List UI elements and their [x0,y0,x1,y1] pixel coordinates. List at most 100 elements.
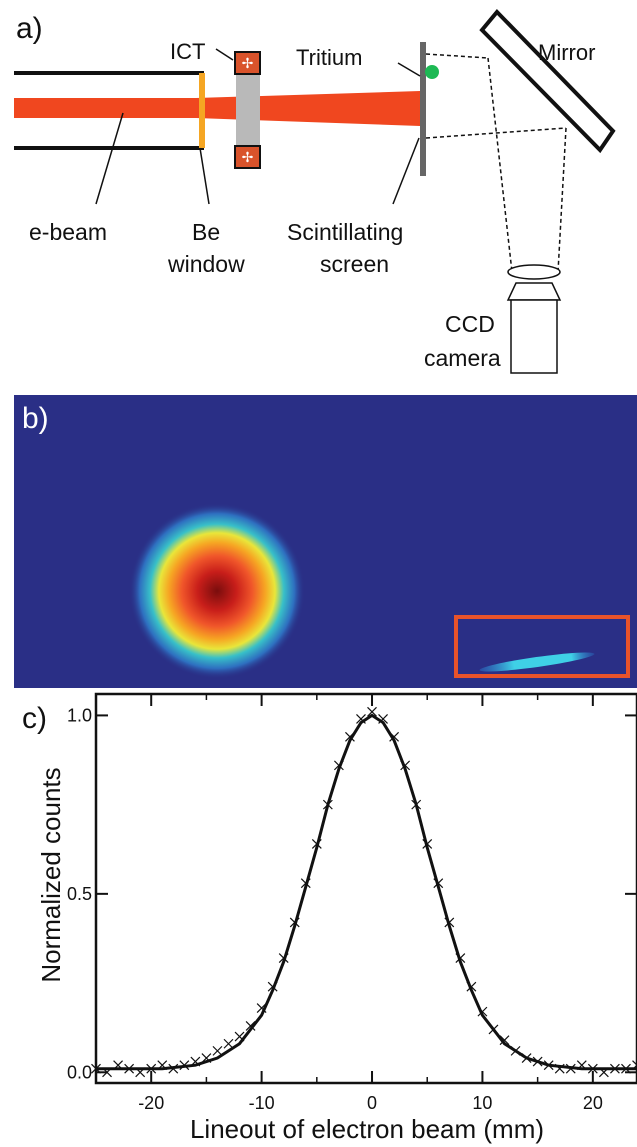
tritium-pointer [397,62,421,77]
data-point-marker [609,1063,620,1074]
data-point-marker [168,1063,179,1074]
data-point-marker [587,1063,598,1074]
mirror [479,9,616,154]
data-point-marker [444,917,455,928]
chart-plot-area: -20 -10 0 10 20 0.0 0.5 1.0 [67,692,637,1113]
data-point-marker [212,1045,223,1056]
panel-c-label: c) [22,702,47,735]
panel-c-chart: c) Normalized counts Lineout of electron… [22,692,637,1144]
svg-text:✢: ✢ [242,150,254,166]
x-tick-label: -10 [249,1093,275,1113]
data-point-marker [113,1060,124,1071]
ict-body [236,66,260,156]
data-point-marker [146,1063,157,1074]
data-point-marker [234,1031,245,1042]
be-window-pointer [199,147,210,205]
panel-a-schematic: a) ✢ ✢ ICT Tritium [14,9,616,374]
electron-beam [14,91,420,126]
data-point-marker [455,953,466,964]
data-point-marker [521,1053,532,1063]
data-point-marker [345,731,355,742]
data-point-marker [157,1060,168,1071]
be-window-label-line2: window [167,251,245,277]
beam-spot [129,503,305,679]
x-tick-label: -20 [138,1093,164,1113]
panel-b-image: b) [14,395,637,688]
data-point-marker [422,838,433,849]
panel-a-label: a) [16,12,43,45]
data-point-marker [289,917,300,928]
data-point-marker [179,1060,190,1071]
data-point-marker [510,1045,521,1056]
ict-pointer [215,48,234,61]
screen-label-line1: Scintillating [287,219,403,245]
data-point-marker [576,1060,587,1071]
data-point-marker [632,1060,637,1071]
tritium-streak [479,652,595,672]
roi-box [454,615,630,678]
be-window [199,73,205,148]
data-point-marker [278,953,289,964]
ccd-label-line2: camera [424,345,501,371]
screen-label-line2: screen [320,251,389,277]
ccd-camera [510,299,558,374]
camera-image-background [14,395,637,688]
gaussian-fit-line [96,713,637,1071]
data-point-marker [411,799,422,810]
data-point-marker [256,1003,267,1013]
ict-coil-top: ✢ [234,51,261,75]
x-tick-label: 10 [472,1093,492,1113]
data-point-marker [322,799,333,810]
y-tick-label: 0.5 [67,884,92,904]
data-point-marker [565,1063,576,1074]
be-window-label-line1: Be [192,219,220,245]
y-tick-label: 0.0 [67,1062,92,1082]
data-point-marker [367,706,377,717]
data-point-marker [223,1038,234,1049]
data-point-marker [543,1060,554,1071]
data-point-marker [91,1063,101,1074]
data-point-marker [499,1035,510,1046]
y-tick-label: 1.0 [67,705,92,725]
data-point-marker [311,838,322,849]
ebeam-label: e-beam [29,219,107,245]
camera-lens [507,264,561,280]
camera-mount [506,282,562,301]
data-point-marker [389,731,400,742]
data-point-marker [201,1053,212,1063]
y-axis-label: Normalized counts [36,767,66,982]
data-point-marker [356,714,366,724]
screen-pointer [392,137,420,205]
data-point-marker [245,1020,256,1031]
data-point-marker [190,1056,201,1067]
tritium-label: Tritium [296,45,362,70]
ict-label: ICT [170,39,205,64]
data-point-marker [300,878,311,889]
svg-text:✢: ✢ [242,56,254,72]
data-point-marker [466,981,477,992]
tritium-source [425,65,439,79]
data-point-marker [267,981,278,992]
x-axis-label: Lineout of electron beam (mm) [190,1114,544,1144]
x-tick-label: 0 [367,1093,377,1113]
data-point-marker [333,760,344,771]
x-tick-label: 20 [583,1093,603,1113]
data-point-marker [378,714,388,724]
scintillating-screen [420,42,426,176]
data-point-marker [598,1067,609,1078]
data-point-marker [488,1024,499,1035]
data-point-marker [621,1063,631,1074]
panel-b-label: b) [22,402,49,435]
plot-frame [94,692,637,1085]
optical-path [425,53,567,273]
data-point-marker [554,1063,565,1074]
data-point-marker [102,1067,112,1078]
data-point-marker [400,760,411,771]
data-point-marker [433,878,444,889]
ccd-label-line1: CCD [445,311,495,337]
data-point-marker [532,1056,543,1067]
ict-coil-bottom: ✢ [234,145,261,169]
mirror-label: Mirror [538,40,595,65]
data-point-marker [124,1063,135,1074]
